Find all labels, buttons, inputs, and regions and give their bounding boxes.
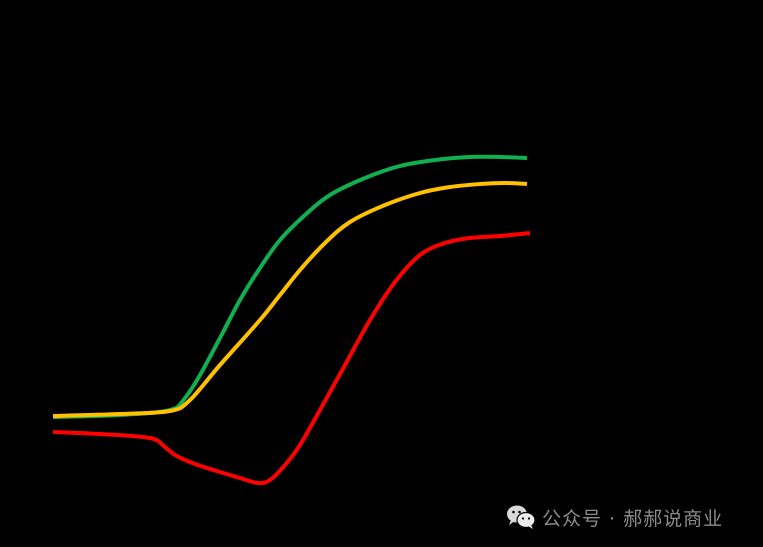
watermark-text: 公众号 · 郝郝说商业 [542,507,724,530]
watermark: 公众号 · 郝郝说商业 [506,503,723,531]
yellow-curve [52,181,528,418]
green-curve [52,154,528,419]
wechat-icon [507,505,536,529]
red-curve [52,231,531,486]
series-layer [52,154,531,486]
